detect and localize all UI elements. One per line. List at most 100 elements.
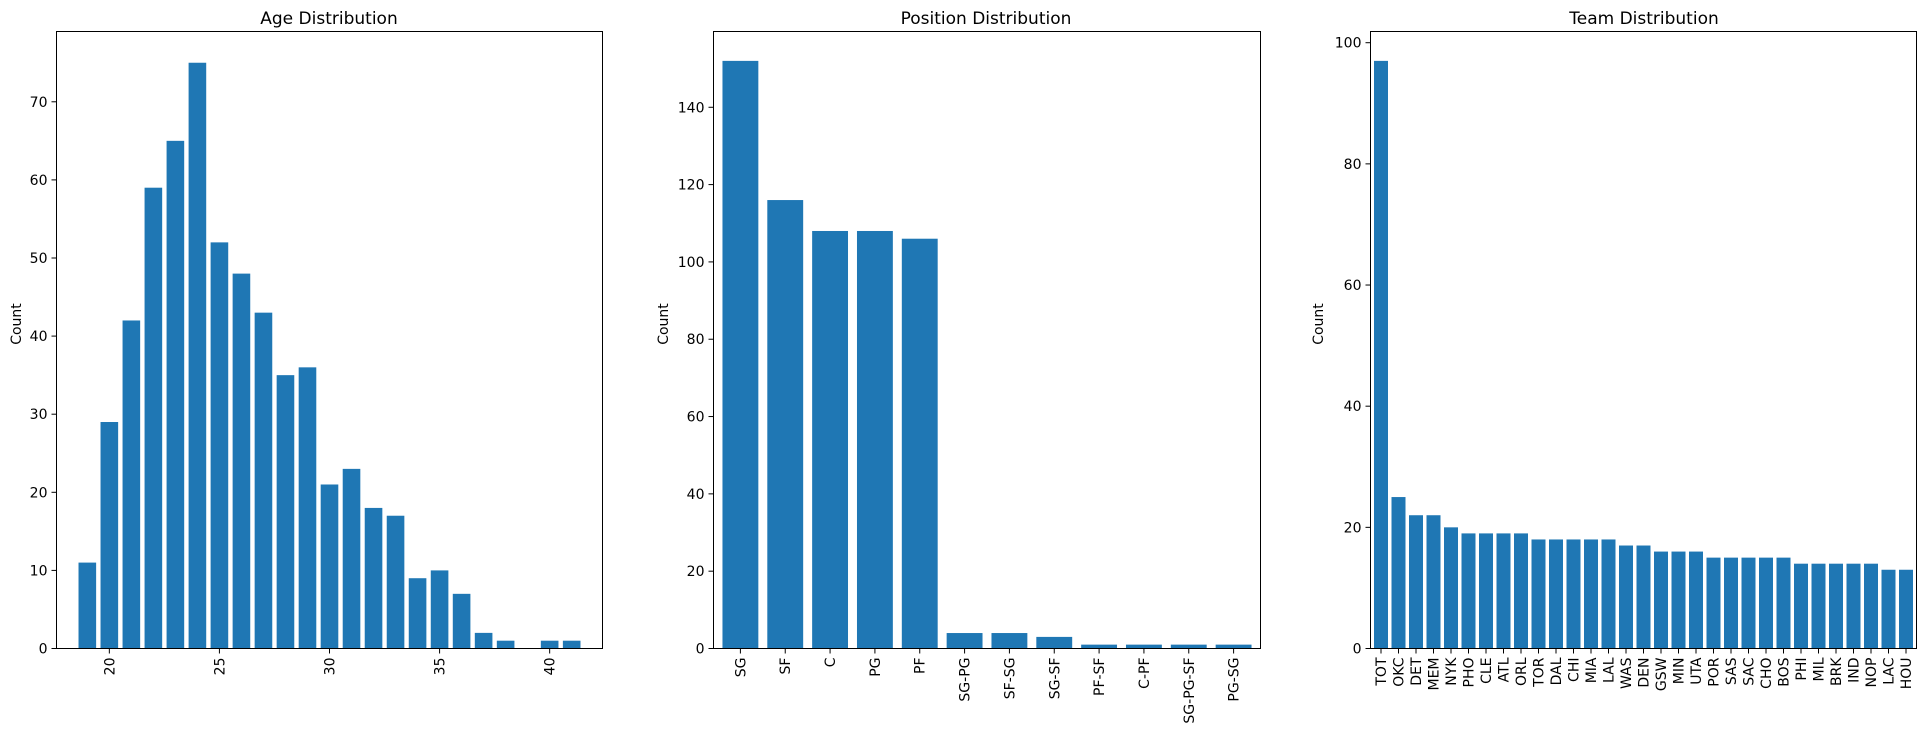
y-tick-label: 20 <box>1344 520 1362 536</box>
x-tick-label: DEN <box>1637 658 1653 688</box>
bar <box>1759 557 1773 649</box>
x-tick-label: 40 <box>543 658 559 676</box>
bar-group <box>78 62 581 649</box>
bar <box>767 200 804 649</box>
bar <box>812 230 849 649</box>
x-tick-label: BOS <box>1777 657 1793 686</box>
y-tick-label: 80 <box>687 332 705 348</box>
bar <box>1125 644 1162 649</box>
y-tick-label: 70 <box>30 95 48 111</box>
y-tick-label: 60 <box>30 173 48 189</box>
x-tick-label: SG-PG-SF <box>1182 658 1198 724</box>
x-ticks: 20 25 30 35 40 <box>102 648 559 676</box>
bar <box>364 507 383 649</box>
plot-frame <box>1370 31 1917 649</box>
y-tick-label: 120 <box>678 178 705 194</box>
y-tick-label: 0 <box>696 642 705 658</box>
bar <box>1374 60 1388 649</box>
x-tick-label: MIN <box>1672 658 1688 685</box>
x-tick-label: PF <box>913 658 929 675</box>
team-distribution-chart: Team Distribution Count 0 20 40 60 80 100 TOT… <box>1311 9 1917 691</box>
x-tick-label: PHO <box>1462 658 1478 688</box>
x-tick-label: TOR <box>1532 657 1548 688</box>
bar <box>1584 539 1598 649</box>
x-tick-label: POR <box>1707 657 1723 686</box>
age-distribution-chart: Age Distribution Count 0 10 20 30 40 50 60 70 2… <box>9 9 603 675</box>
bar <box>1549 539 1563 649</box>
x-tick-label: 25 <box>212 658 228 676</box>
y-axis-label: Count <box>9 303 25 345</box>
bar <box>144 187 163 649</box>
bar-group <box>722 60 1252 649</box>
bar <box>1846 563 1861 649</box>
x-tick-label: IND <box>1847 658 1863 683</box>
x-ticks: SG SF C PG PF SG-PG SF-SG SG-SF PF-SF C-PF SG-PG-S… <box>733 648 1243 724</box>
chart-title: Age Distribution <box>260 9 397 29</box>
bar <box>1215 644 1252 649</box>
bar <box>496 640 515 649</box>
bar <box>1514 533 1528 649</box>
bar <box>320 484 339 649</box>
x-tick-label: CLE <box>1479 658 1495 684</box>
x-tick-label: 35 <box>433 658 449 676</box>
bar <box>1531 539 1546 649</box>
y-tick-label: 100 <box>1335 36 1362 52</box>
x-tick-label: PF-SF <box>1092 658 1108 697</box>
y-ticks: 0 10 20 30 40 50 60 70 <box>30 95 57 658</box>
y-tick-label: 60 <box>687 410 705 426</box>
bar <box>1170 644 1207 649</box>
bar <box>474 632 493 649</box>
bar <box>1654 551 1668 649</box>
x-tick-label: PG-SG <box>1227 658 1243 702</box>
x-tick-label: SAS <box>1724 657 1740 685</box>
y-tick-label: 140 <box>678 100 705 116</box>
x-tick-label: DAL <box>1549 657 1565 685</box>
bar <box>1724 557 1738 649</box>
bar <box>946 633 983 649</box>
y-tick-label: 20 <box>30 485 48 501</box>
y-tick-label: 0 <box>1353 642 1362 658</box>
y-tick-label: 100 <box>678 255 705 271</box>
bar <box>540 640 559 649</box>
bar <box>1794 563 1808 649</box>
x-tick-label: GSW <box>1654 657 1670 691</box>
bar <box>298 367 317 649</box>
y-tick-label: 40 <box>30 329 48 345</box>
bar <box>1741 557 1756 649</box>
bar <box>166 140 185 649</box>
bar <box>1881 569 1896 649</box>
plot-frame <box>56 31 603 649</box>
x-tick-label: 20 <box>102 658 118 676</box>
x-tick-label: ORL <box>1514 657 1530 686</box>
bar <box>1409 515 1423 649</box>
bar <box>1636 545 1651 649</box>
bar <box>1811 563 1826 649</box>
x-tick-label: HOU <box>1899 658 1915 690</box>
bar <box>1619 545 1633 649</box>
bar <box>1444 527 1458 649</box>
x-tick-label: ATL <box>1497 657 1513 682</box>
bar <box>1566 539 1581 649</box>
bar <box>1601 539 1616 649</box>
bar <box>901 238 938 649</box>
x-tick-label: SG-PG <box>958 658 974 702</box>
x-tick-label: TOT <box>1374 657 1390 687</box>
y-tick-label: 60 <box>1344 278 1362 294</box>
bar <box>722 60 759 649</box>
bar <box>408 578 427 649</box>
bar <box>188 62 207 649</box>
x-tick-label: CHO <box>1759 658 1775 689</box>
x-tick-label: C-PF <box>1137 658 1153 689</box>
bar <box>1391 497 1406 649</box>
bar <box>342 468 361 649</box>
y-tick-label: 80 <box>1344 157 1362 173</box>
bar <box>254 312 273 649</box>
y-ticks: 0 20 40 60 80 100 120 140 <box>678 100 714 658</box>
bar <box>1829 563 1843 649</box>
x-tick-label: UTA <box>1689 657 1705 685</box>
x-tick-label: NOP <box>1864 658 1880 688</box>
y-tick-label: 40 <box>687 487 705 503</box>
bar <box>1426 515 1441 649</box>
bar <box>562 640 581 649</box>
